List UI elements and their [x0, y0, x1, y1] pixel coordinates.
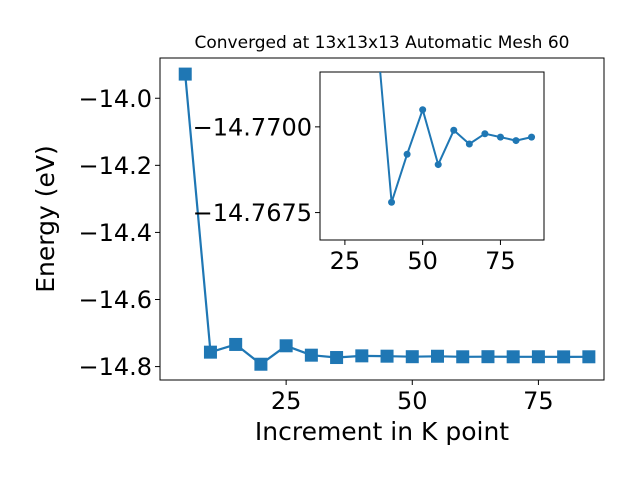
data-point — [279, 339, 293, 353]
data-point — [557, 350, 571, 364]
data-point — [304, 348, 318, 362]
y-tick-label: −14.0 — [78, 85, 152, 113]
y-tick-label: −14.6 — [78, 286, 152, 314]
data-point — [254, 357, 268, 371]
data-point — [496, 133, 504, 141]
main-series — [178, 67, 596, 371]
data-point — [531, 350, 545, 364]
data-point — [450, 126, 458, 134]
x-tick-label: 75 — [523, 387, 554, 415]
data-point — [388, 198, 396, 206]
x-tick-label: 50 — [397, 387, 428, 415]
x-tick-label: 25 — [271, 387, 302, 415]
chart-title: Converged at 13x13x13 Automatic Mesh 60 — [195, 33, 570, 53]
x-axis-label: Increment in K point — [255, 417, 509, 446]
data-point — [355, 349, 369, 363]
inset-x-ticks: 25 50 75 — [330, 240, 516, 275]
data-point — [481, 130, 489, 138]
data-point — [506, 350, 520, 364]
y-axis-label: Energy (eV) — [31, 145, 60, 292]
y-tick-label: −14.7675 — [193, 199, 312, 227]
data-point — [582, 350, 596, 364]
data-point — [465, 140, 473, 148]
data-point — [380, 349, 394, 363]
data-point — [431, 349, 444, 363]
y-tick-label: −14.8 — [78, 353, 152, 381]
data-point — [330, 351, 344, 365]
data-point — [405, 350, 419, 364]
x-tick-label: 25 — [330, 247, 361, 275]
inset-y-ticks: −14.7700 −14.7675 — [193, 113, 320, 227]
data-point — [229, 337, 243, 351]
y-tick-label: −14.4 — [78, 219, 152, 247]
data-point — [203, 345, 217, 359]
data-point — [456, 350, 470, 364]
data-point — [178, 67, 192, 81]
data-point — [434, 161, 442, 169]
x-tick-label: 50 — [407, 247, 438, 275]
inset-series — [379, 72, 536, 206]
data-point — [481, 350, 495, 364]
data-point — [512, 137, 520, 145]
y-tick-label: −14.2 — [78, 152, 152, 180]
data-point — [419, 106, 427, 114]
main-x-ticks: 25 50 75 — [271, 380, 554, 415]
inset-plot-frame — [319, 71, 545, 241]
x-tick-label: 75 — [485, 247, 516, 275]
data-point — [528, 133, 536, 141]
data-point — [403, 150, 411, 158]
main-y-ticks: −14.0 −14.2 −14.4 −14.6 −14.8 — [78, 85, 160, 381]
y-tick-label: −14.7700 — [193, 113, 312, 141]
